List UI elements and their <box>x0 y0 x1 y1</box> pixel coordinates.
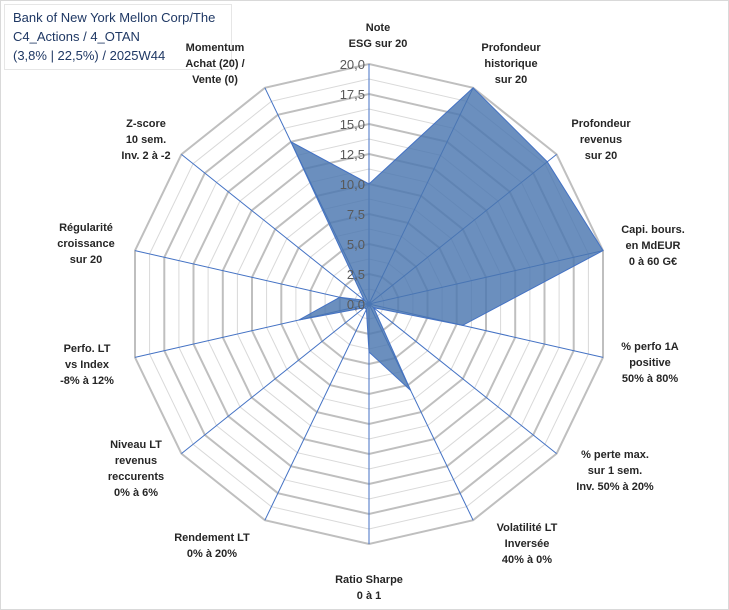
chart-title-box: Bank of New York Mellon Corp/The C4_Acti… <box>4 4 232 70</box>
tick-label: 17,5 <box>340 87 365 102</box>
tick-label: 5,0 <box>347 237 365 252</box>
axis-label: Capi. bours. en MdEUR 0 à 60 G€ <box>621 224 685 268</box>
chart-title-line-2: C4_Actions / 4_OTAN <box>13 29 140 44</box>
spoke-line <box>181 154 370 305</box>
tick-label: 2,5 <box>347 267 365 282</box>
tick-label: 15,0 <box>340 117 365 132</box>
tick-label: 0,0 <box>347 297 365 312</box>
tick-label: 12,5 <box>340 147 365 162</box>
axis-label: Profondeur historique sur 20 <box>481 42 541 86</box>
axis-label: Ratio Sharpe 0 à 1 <box>335 574 403 602</box>
spoke-line <box>264 303 370 521</box>
radar-axis-labels: Note ESG sur 20 Profondeur historique sur 20… <box>57 22 685 602</box>
radar-series <box>289 87 604 391</box>
chart-title-line-3: (3,8% | 22,5%) / 2025W44 <box>13 48 166 63</box>
chart-title-line-1: Bank of New York Mellon Corp/The <box>13 10 216 25</box>
tick-label: 7,5 <box>347 207 365 222</box>
axis-label: Perfo. LT vs Index -8% à 12% <box>60 343 114 387</box>
spoke-line <box>368 303 557 454</box>
axis-label: Note ESG sur 20 <box>349 22 408 50</box>
axis-label: Z-score 10 sem. Inv. 2 à -2 <box>121 118 170 162</box>
axis-label: Momentum Achat (20) / Vente (0) <box>185 42 244 86</box>
spoke-line <box>134 250 370 305</box>
tick-label: 10,0 <box>340 177 365 192</box>
axis-label: Régularité croissance sur 20 <box>57 222 114 266</box>
axis-label: Niveau LT revenus reccurents 0% à 6% <box>108 439 164 499</box>
axis-label: % perte max. sur 1 sem. Inv. 50% à 20% <box>576 449 654 493</box>
axis-label: Profondeur revenus sur 20 <box>571 118 631 162</box>
axis-label: Rendement LT 0% à 20% <box>174 532 250 560</box>
tick-label: 20,0 <box>340 57 365 72</box>
axis-label: Volatilité LT Inversée 40% à 0% <box>497 522 558 566</box>
series-area <box>289 87 604 391</box>
radar-tick-labels: 0,0 2,5 5,0 7,5 10,0 12,5 15,0 17,5 20,0 <box>340 57 365 312</box>
axis-label: % perfo 1A positive 50% à 80% <box>621 341 679 385</box>
spoke-line <box>181 303 370 454</box>
